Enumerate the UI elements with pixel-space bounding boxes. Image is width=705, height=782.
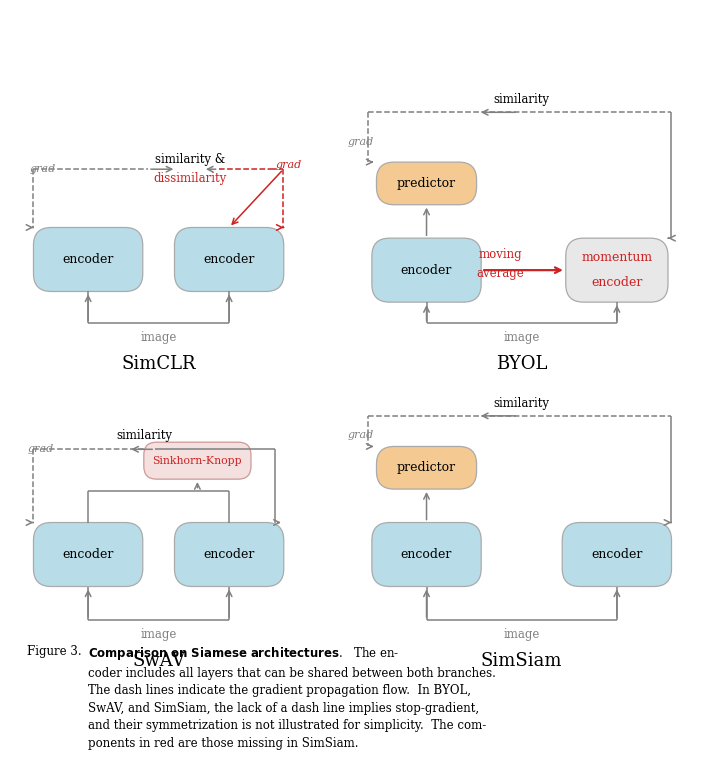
Text: image: image (503, 332, 540, 344)
FancyBboxPatch shape (34, 228, 142, 292)
FancyBboxPatch shape (372, 522, 481, 586)
Text: $\mathbf{Comparison\ on\ Siamese\ architectures}$.   The en-
coder includes all : $\mathbf{Comparison\ on\ Siamese\ archit… (88, 645, 496, 750)
FancyBboxPatch shape (563, 522, 672, 586)
Text: encoder: encoder (63, 548, 114, 561)
Text: grad: grad (348, 430, 374, 440)
FancyBboxPatch shape (34, 522, 142, 586)
Text: encoder: encoder (591, 548, 642, 561)
Text: encoder: encoder (63, 253, 114, 266)
Text: image: image (140, 628, 177, 640)
Text: momentum: momentum (582, 251, 652, 264)
FancyBboxPatch shape (566, 239, 668, 302)
Text: similarity: similarity (116, 429, 173, 442)
Text: SwAV: SwAV (133, 652, 185, 670)
Text: moving: moving (479, 248, 522, 261)
Text: predictor: predictor (397, 177, 456, 190)
Text: image: image (140, 332, 177, 344)
FancyBboxPatch shape (372, 239, 481, 302)
Text: encoder: encoder (204, 253, 255, 266)
FancyBboxPatch shape (376, 447, 477, 489)
Text: grad: grad (276, 160, 302, 170)
Text: SimSiam: SimSiam (481, 652, 563, 670)
Text: encoder: encoder (401, 548, 452, 561)
Text: grad: grad (27, 444, 54, 454)
FancyBboxPatch shape (175, 522, 284, 586)
Text: SimCLR: SimCLR (121, 355, 196, 373)
Text: BYOL: BYOL (496, 355, 547, 373)
Text: encoder: encoder (591, 277, 642, 289)
Text: image: image (503, 628, 540, 640)
Text: similarity: similarity (493, 93, 550, 106)
Text: Figure 3.: Figure 3. (27, 645, 81, 658)
Text: dissimilarity: dissimilarity (154, 172, 227, 185)
Text: Sinkhorn-Knopp: Sinkhorn-Knopp (152, 456, 243, 465)
FancyBboxPatch shape (376, 162, 477, 205)
FancyBboxPatch shape (144, 442, 251, 479)
Text: grad: grad (29, 164, 56, 174)
Text: grad: grad (348, 137, 374, 147)
Text: similarity: similarity (493, 396, 550, 410)
Text: predictor: predictor (397, 461, 456, 474)
Text: similarity &: similarity & (155, 153, 226, 167)
Text: encoder: encoder (401, 264, 452, 277)
Text: average: average (477, 267, 525, 280)
FancyBboxPatch shape (175, 228, 284, 292)
Text: encoder: encoder (204, 548, 255, 561)
